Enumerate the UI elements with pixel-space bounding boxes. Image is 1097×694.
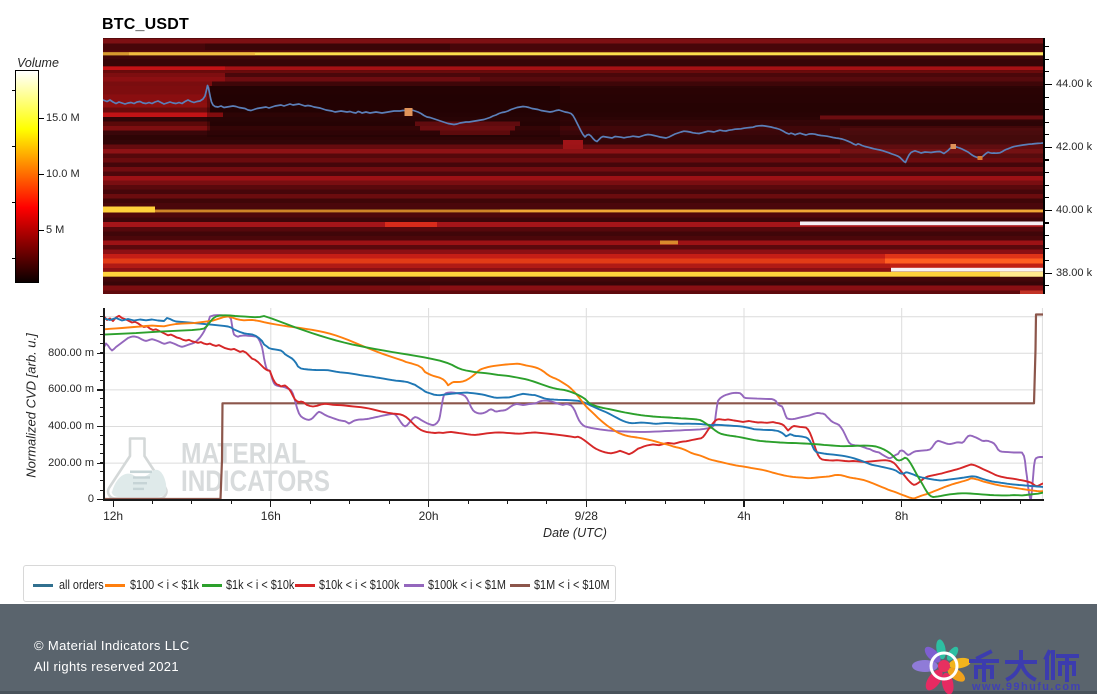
svg-text:INDICATORS: INDICATORS	[181, 465, 330, 498]
svg-text:www.99hufu.com: www.99hufu.com	[971, 681, 1082, 693]
svg-text:MATERIAL: MATERIAL	[181, 438, 306, 471]
